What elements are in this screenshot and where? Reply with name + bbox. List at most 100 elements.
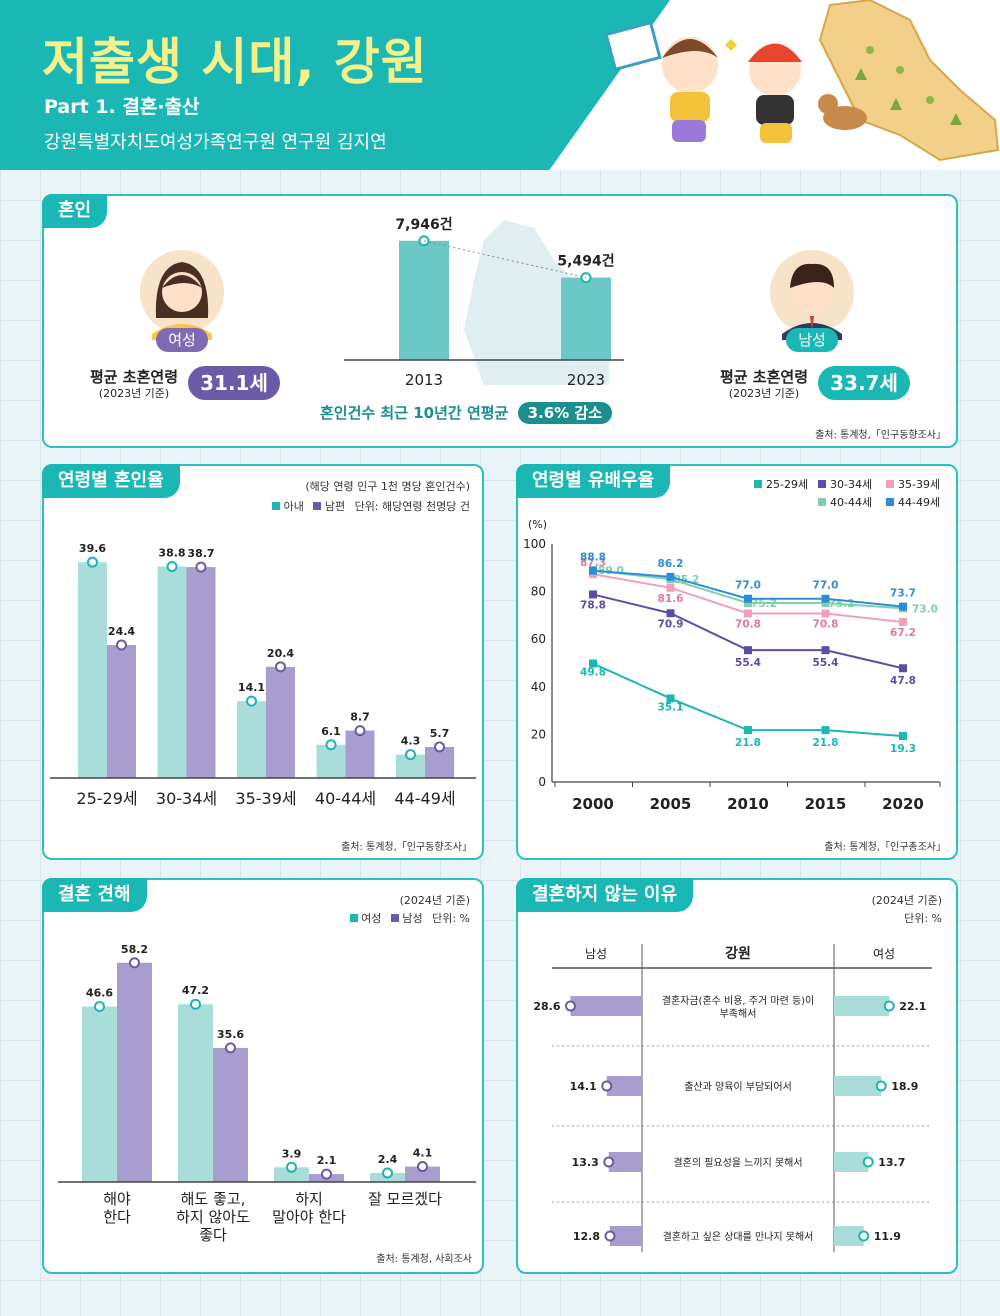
bar-marker <box>275 661 286 673</box>
bar-male <box>610 1226 642 1246</box>
bar-marker <box>417 1161 428 1173</box>
line-value-label: 81.6 <box>658 593 684 605</box>
bar-marker <box>166 561 178 573</box>
marriage-view-panel: 결혼 견해 (2024년 기준) 여성 남성 단위: % 46.6 58.2 해야 한… <box>42 878 484 1274</box>
age-marriage-unit: 단위: 해당연령 천명당 건 <box>354 500 470 513</box>
category-label: 35-39세 <box>235 789 296 808</box>
bar-marker <box>382 1167 393 1179</box>
bar-marker <box>286 1161 297 1173</box>
bar-value-label: 8.7 <box>350 711 370 724</box>
line-value-label: 47.8 <box>890 675 916 687</box>
bar-value-label: 6.1 <box>321 725 341 738</box>
marriage-view-basis: (2024년 기준) <box>399 894 470 907</box>
line-value-label: 55.4 <box>813 657 839 669</box>
y-tick-label: 20 <box>531 727 546 741</box>
bar-marker <box>875 1080 887 1092</box>
bar-여성 <box>178 1004 213 1182</box>
count-bar <box>399 240 449 360</box>
female-age-label: 평균 초혼연령 <box>89 368 179 386</box>
line-value-label: 88.8 <box>580 552 606 564</box>
line-value-label: 55.4 <box>735 657 761 669</box>
bar-marker <box>225 1042 236 1054</box>
category-label: 잘 모르겠다 <box>368 1190 442 1208</box>
female-value-label: 13.7 <box>878 1156 905 1169</box>
male-age-basis: (2023년 기준) <box>728 387 800 400</box>
bar-marker <box>862 1156 874 1168</box>
reasons-unit: 단위: % <box>904 912 942 925</box>
legend-label-male: 남성 <box>402 912 423 925</box>
bar-value-label: 14.1 <box>238 681 265 694</box>
bar-marker <box>87 556 98 568</box>
line-marker <box>899 732 907 741</box>
legend-label: 25-29세 <box>766 478 808 491</box>
male-age-value: 33.7세 <box>818 366 910 400</box>
bar-아내 <box>396 754 425 778</box>
bar-marker <box>325 739 337 751</box>
line-marker <box>589 566 597 575</box>
line-marker <box>821 609 830 618</box>
bar-value-label: 3.9 <box>282 1147 302 1160</box>
bar-marker <box>565 1000 576 1012</box>
bar-여성 <box>274 1167 309 1182</box>
bar-value-label: 38.8 <box>158 547 185 560</box>
category-label: 30-34세 <box>156 789 217 808</box>
bar-남편 <box>266 666 295 778</box>
age-marriage-panel: 연령별 혼인율 (해당 연령 인구 1천 명당 혼인건수) 아내 남편 단위: … <box>42 464 484 860</box>
legend-label-husband: 남편 <box>324 500 346 513</box>
bar-value-label: 2.4 <box>378 1153 398 1166</box>
bar-marker <box>321 1168 332 1180</box>
line-marker <box>821 599 830 608</box>
bar-marker <box>195 561 207 573</box>
line-marker <box>821 594 830 603</box>
bar-marker <box>883 1000 895 1012</box>
x-tick-label: 2010 <box>727 795 769 813</box>
line-value-label: 19.3 <box>890 743 916 755</box>
female-value-label: 22.1 <box>899 1000 926 1013</box>
bar-marker <box>601 1080 613 1092</box>
marriage-source: 출처: 통계청,「인구동향조사」 <box>815 430 946 441</box>
bar-marker <box>603 1156 615 1168</box>
marriage-panel: 혼인 여성 평균 초혼연령 (2023년 기준) 31.1세 남성 평균 초혼연… <box>42 194 958 448</box>
line-marker <box>744 646 752 655</box>
male-value-label: 12.8 <box>573 1230 600 1243</box>
bar-female <box>834 996 890 1016</box>
age-marriage-note: (해당 연령 인구 1천 명당 혼인건수) <box>305 480 470 493</box>
bar-male <box>608 1152 642 1172</box>
summary-text: 혼인건수 최근 10년간 연평균 <box>320 404 509 422</box>
bar-value-label: 5.7 <box>430 727 450 740</box>
children-map-illustration <box>604 0 1000 162</box>
summary-highlight: 3.6% 감소 <box>517 402 613 424</box>
marriage-view-source: 출처: 통계청, 사회조사 <box>376 1254 472 1265</box>
line-marker <box>744 599 752 608</box>
marriage-count-chart: 7,946건 2013 5,494건 2023 <box>344 216 624 389</box>
bar-female <box>834 1152 869 1172</box>
bar-marker <box>116 639 127 651</box>
line-marker <box>744 594 752 603</box>
marriage-view-legend: 여성 남성 단위: % <box>349 910 470 926</box>
line-value-label: 21.8 <box>735 737 761 749</box>
category-label: 25-29세 <box>76 789 137 808</box>
line-marker <box>744 609 752 618</box>
line-marker <box>589 659 597 668</box>
bar-여성 <box>82 1006 117 1182</box>
bar-아내 <box>316 744 346 778</box>
bar-남성 <box>117 962 152 1182</box>
bar-남성 <box>405 1166 440 1182</box>
bar-marker <box>246 695 257 707</box>
female-badge: 여성 <box>156 328 208 352</box>
marriage-view-unit: 단위: % <box>432 912 470 925</box>
legend-swatch <box>818 498 826 506</box>
male-age-label: 평균 초혼연령 <box>719 368 809 386</box>
category-label: 하지 말아야 한다 <box>272 1190 346 1226</box>
category-label: 40-44세 <box>315 789 376 808</box>
bar-value-label: 4.3 <box>401 735 421 748</box>
column-header-region: 강원 <box>725 945 751 962</box>
legend-label: 35-39세 <box>898 478 940 491</box>
legend-label-wife: 아내 <box>283 500 304 513</box>
bar-marker <box>858 1230 870 1242</box>
female-age-value: 31.1세 <box>188 366 280 400</box>
bar-marker <box>604 1230 616 1242</box>
page-subtitle: Part 1. 결혼·출산 <box>44 96 200 118</box>
marriage-summary: 혼인건수 최근 10년간 연평균 3.6% 감소 <box>320 402 613 424</box>
bar-value-label: 38.7 <box>187 547 214 560</box>
